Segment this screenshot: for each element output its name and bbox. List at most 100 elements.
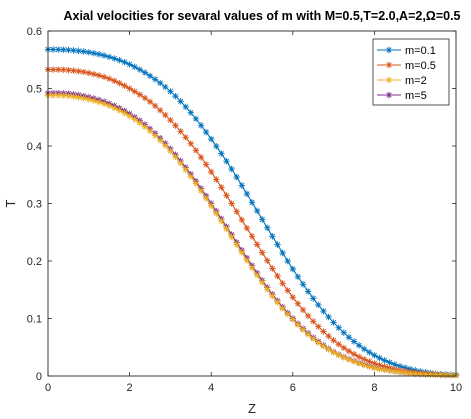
data-point-marker (197, 122, 205, 129)
data-point-marker (116, 107, 123, 114)
y-tick-label: 0.2 (27, 256, 42, 268)
data-point-marker (151, 102, 159, 110)
data-point-marker (315, 301, 322, 309)
data-point-marker (187, 173, 194, 180)
data-point-marker (325, 332, 332, 340)
data-point-marker (85, 69, 92, 77)
x-tick-label: 2 (127, 382, 133, 394)
data-point-marker (294, 300, 302, 307)
data-point-marker (304, 312, 312, 320)
y-tick-label: 0.4 (27, 141, 42, 153)
data-point-marker (330, 337, 337, 344)
data-point-marker (80, 68, 87, 76)
data-point-marker (284, 310, 291, 318)
data-point-marker (310, 335, 317, 342)
data-point-marker (106, 75, 113, 82)
data-point-marker (121, 109, 128, 117)
data-point-marker (202, 161, 210, 168)
data-point-marker (233, 241, 240, 248)
legend-marker (385, 46, 393, 54)
legend-marker (385, 91, 393, 99)
y-axis-label: T (3, 199, 18, 207)
data-point-marker (213, 176, 220, 183)
data-point-marker (335, 341, 342, 348)
legend-item: m=2 (377, 75, 427, 87)
data-point-marker (335, 351, 342, 359)
legend-label: m=0.1 (405, 45, 436, 57)
data-point-marker (279, 280, 286, 287)
data-point-marker (182, 103, 189, 111)
data-point-marker (70, 93, 77, 100)
data-point-marker (366, 363, 373, 370)
series-m-0-1 (44, 46, 460, 379)
data-point-marker (65, 46, 72, 54)
data-point-marker (320, 342, 327, 350)
y-tick-label: 0 (36, 371, 42, 383)
data-point-marker (208, 168, 215, 176)
data-point-marker (279, 305, 286, 312)
data-point-marker (325, 313, 332, 321)
data-point-marker (157, 137, 164, 144)
data-point-marker (202, 195, 210, 202)
data-point-marker (320, 307, 327, 315)
data-point-marker (294, 273, 302, 280)
data-point-marker (228, 200, 235, 207)
y-tick-label: 0.6 (27, 26, 42, 38)
data-point-marker (177, 98, 184, 105)
data-point-marker (90, 97, 98, 104)
data-point-marker (299, 306, 307, 314)
legend-item: m=0.5 (377, 60, 436, 72)
legend-marker (385, 76, 393, 84)
data-point-marker (85, 96, 92, 103)
data-point-marker (75, 94, 82, 101)
data-point-marker (350, 358, 358, 365)
data-point-marker (85, 49, 92, 56)
data-point-marker (95, 98, 103, 106)
data-point-marker (146, 127, 154, 135)
data-point-marker (167, 88, 174, 95)
data-point-marker (396, 368, 404, 376)
legend-label: m=5 (405, 90, 427, 102)
data-point-marker (330, 349, 337, 356)
data-point-marker (243, 257, 251, 264)
data-point-marker (136, 119, 143, 127)
legend-item: m=5 (377, 90, 427, 102)
data-point-marker (371, 364, 378, 372)
data-point-marker (167, 147, 174, 155)
data-point-marker (90, 70, 98, 78)
data-point-marker (111, 55, 118, 62)
data-point-marker (126, 61, 133, 68)
data-point-marker (131, 116, 138, 123)
data-point-marker (136, 66, 143, 73)
data-point-marker (126, 112, 133, 120)
data-point-marker (355, 342, 363, 349)
data-point-marker (325, 346, 332, 353)
data-point-marker (253, 272, 261, 279)
data-point-marker (269, 233, 276, 240)
data-point-marker (197, 187, 205, 194)
data-point-marker (223, 225, 230, 233)
data-point-marker (289, 316, 296, 323)
data-point-marker (366, 349, 373, 356)
data-point-marker (259, 279, 266, 286)
data-point-marker (442, 372, 449, 379)
x-tick-label: 4 (208, 382, 214, 394)
x-tick-label: 8 (371, 382, 377, 394)
data-point-marker (95, 72, 103, 79)
data-point-marker (371, 360, 378, 367)
data-point-marker (264, 286, 271, 293)
data-point-marker (299, 281, 307, 288)
data-point-marker (376, 365, 383, 373)
data-point-marker (116, 56, 123, 64)
data-point-marker (294, 321, 302, 329)
data-point-marker (361, 356, 368, 363)
data-point-marker (121, 58, 128, 66)
data-point-marker (151, 76, 159, 83)
x-tick-label: 10 (450, 382, 462, 394)
data-point-marker (238, 249, 245, 256)
data-point-marker (253, 241, 261, 248)
data-point-marker (126, 85, 133, 92)
data-point-marker (202, 128, 210, 136)
data-point-marker (391, 368, 398, 375)
